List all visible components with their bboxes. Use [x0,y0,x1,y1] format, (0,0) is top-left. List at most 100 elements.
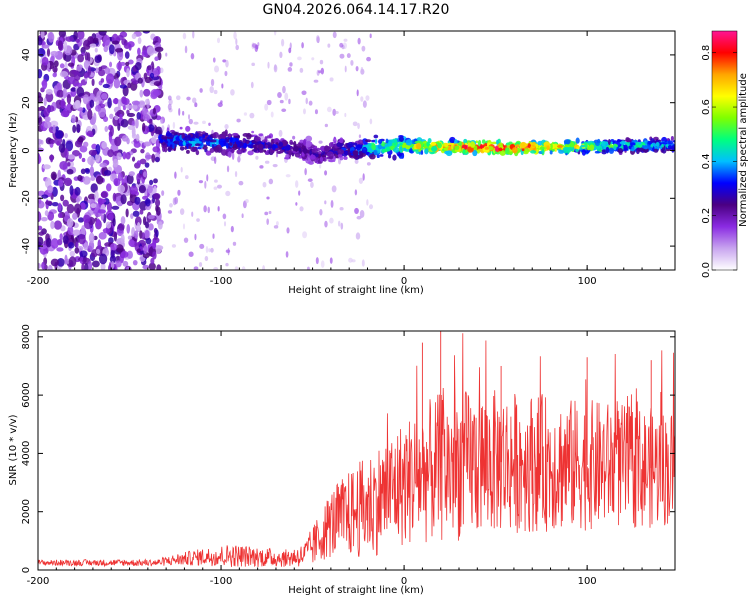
spectrogram-cell [209,86,214,94]
spectrogram-cell [72,149,80,157]
spectrogram-cell [199,243,205,249]
spectrogram-cell [219,141,225,147]
spectrogram-cell [63,177,73,187]
spectrogram-cell [89,43,97,48]
spectrogram-cell [95,152,101,163]
spectrogram-cell [288,98,291,105]
spectrogram-cell [530,150,537,154]
spectrogram-cell [607,138,611,146]
spectrogram-cell [333,155,336,162]
spectrogram-cell [125,104,133,109]
spectrogram-cell [92,37,99,44]
spectrogram-cell [50,50,59,57]
spectrogram-cell [83,242,89,251]
spectrogram-cell [469,141,476,148]
spectrogram-cell [120,118,129,128]
spectrogram-cell [75,241,79,248]
spectrogram-cell [66,168,74,175]
spectrogram-cell [194,233,197,241]
spectrogram-cell [95,248,101,255]
spectrogram-cell [320,260,325,268]
spectrogram-cell [144,154,154,160]
spectrogram-cell [210,78,215,87]
spectrogram-cell [254,136,261,142]
colorbar-tick-label: 0.4 [701,153,712,169]
spectrogram-cell [515,144,520,148]
spectrogram-cell [88,232,95,244]
spectrogram-cell [520,141,527,148]
spectrogram-cell [236,149,243,155]
spectrogram-y-tick-label: -20 [21,190,32,206]
spectrogram-cell [185,125,191,132]
spectrogram-cell [139,158,147,165]
spectrogram-cell [77,31,85,40]
spectrogram-cell [601,140,606,147]
spectrogram-cell [340,222,344,230]
spectrogram-cell [249,112,255,119]
spectrogram-cell [226,165,230,173]
spectrogram-cell [122,98,130,105]
spectrogram-cell [114,115,119,121]
spectrogram-cell [266,196,270,200]
spectrogram-x-label: Height of straight line (km) [288,285,424,296]
spectrogram-cell [160,119,163,125]
spectrogram-cell [144,162,150,168]
spectrogram-cell [247,150,254,156]
spectrogram-cell [145,204,151,211]
spectrogram-cell [69,185,74,196]
spectrogram-cell [115,244,124,253]
spectrogram-cell [79,250,88,258]
spectrogram-cell [50,139,56,145]
spectrogram-cell [225,59,229,68]
spectrogram-cell [655,141,660,147]
spectrogram-cell [66,203,75,214]
spectrogram-cell [187,143,193,146]
spectrogram-cell [65,36,74,42]
spectrogram-cell [308,100,313,106]
spectrogram-cell [81,262,85,270]
spectrogram-cell [184,145,188,150]
spectrogram-cell [45,200,53,205]
spectrogram-cell [443,147,450,151]
spectrogram-cell [145,237,152,245]
spectrogram-y-label: Frequency (Hz) [8,112,19,188]
spectrogram-cell [225,148,233,152]
spectrogram-cell [354,189,358,196]
spectrogram-y-tick-label: 0 [21,147,32,153]
spectrogram-cell [72,212,78,220]
spectrogram-cell [167,210,173,214]
spectrogram-cell [50,154,54,163]
spectrogram-cell [136,221,141,232]
spectrogram-cell [138,185,146,194]
colorbar-ticks: 0.0 0.2 0.4 0.6 0.8 [701,45,737,278]
spectrogram-cell [195,149,200,156]
spectrogram-cell [108,213,114,221]
spectrogram-cell [102,83,110,89]
spectrogram-cell [119,84,128,89]
spectrogram-cell [330,200,334,208]
spectrogram-cell [219,138,226,142]
spectrogram-cell [65,140,74,152]
spectrogram-cell [188,145,192,150]
spectrogram-cell [139,89,144,98]
spectrogram-cell [237,156,241,163]
spectrogram-cell [447,146,453,152]
spectrogram-cell [343,156,348,160]
spectrogram-cell [38,211,42,223]
spectrogram-cell [650,138,655,144]
spectrogram-cell [60,110,70,118]
spectrogram-cell [273,31,277,36]
spectrogram-cell [64,148,69,160]
spectrogram-cell [83,39,91,50]
spectrogram-cell [47,185,54,194]
spectrogram-cell [59,233,63,241]
spectrogram-cell [122,260,129,267]
spectrogram-cell [366,162,371,166]
spectrogram-cell [120,250,129,258]
spectrogram-cell [56,89,65,98]
spectrogram-cell [68,256,77,268]
spectrogram-cell [133,141,141,148]
spectrogram-cell [67,162,71,167]
spectrogram-cell [160,141,166,146]
spectrogram-cell [424,148,428,154]
